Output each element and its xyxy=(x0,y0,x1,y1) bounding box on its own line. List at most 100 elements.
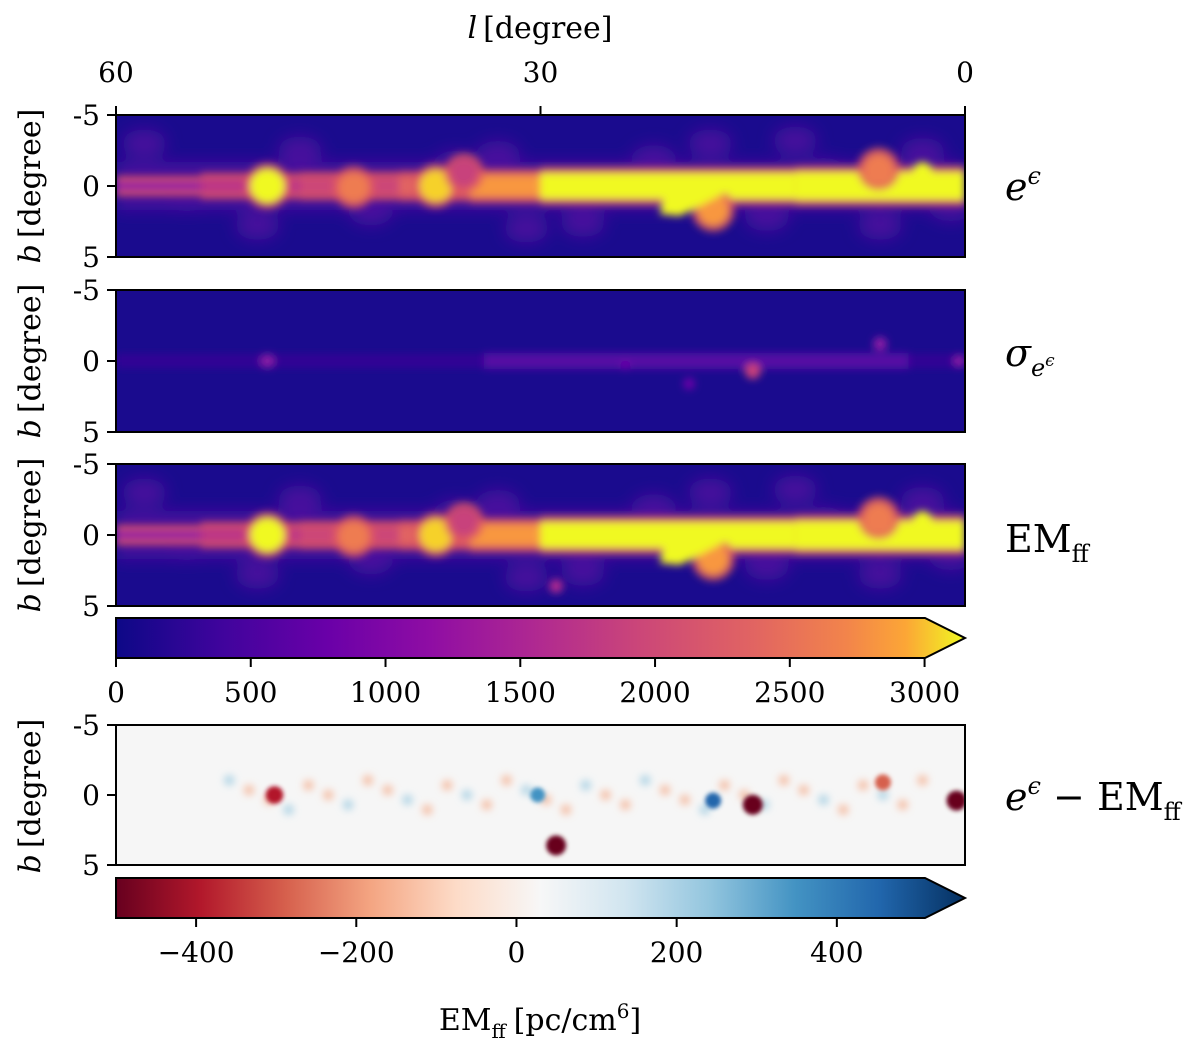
residual-pixel xyxy=(283,804,294,815)
band-segment xyxy=(469,524,541,546)
x-tick-label: 30 xyxy=(523,56,559,89)
band-segment xyxy=(469,175,541,197)
residual-source xyxy=(265,786,284,804)
band-segment xyxy=(540,522,682,548)
y-tick-label: 5 xyxy=(82,241,100,274)
x-tick-label: 60 xyxy=(98,56,134,89)
y-tick-label: -5 xyxy=(73,709,100,742)
panel-label: eϵ − EMff xyxy=(1005,772,1183,826)
emission-source xyxy=(419,518,452,552)
residual-pixel xyxy=(580,780,591,791)
diffuse-emission xyxy=(744,552,789,581)
colorbar-tick-label: 200 xyxy=(650,936,703,969)
diffuse-emission xyxy=(688,478,733,507)
y-axis-ticks: -5 0 5 xyxy=(73,99,116,274)
y-tick-label: 0 xyxy=(82,170,100,203)
galactic-plane-band xyxy=(116,147,965,232)
panel-label: σeϵ xyxy=(1005,331,1055,382)
residual-pixel xyxy=(224,775,235,786)
colorbar-tick-label: 1000 xyxy=(350,676,421,709)
diffuse-emission xyxy=(122,478,167,507)
y-axis-title: b[degree] xyxy=(13,109,48,264)
emission-source xyxy=(863,153,895,185)
panel-label: eϵ xyxy=(1005,162,1041,209)
diffuse-emission xyxy=(235,560,280,589)
residual-source xyxy=(530,787,546,803)
diffuse-emission xyxy=(744,203,789,232)
compact-source xyxy=(549,579,564,594)
difference-heatmap xyxy=(224,774,965,856)
residual-pixel xyxy=(600,790,611,800)
colorbar-ticks: 0 500 1000 1500 2000 2500 3000 xyxy=(107,658,960,709)
residual-pixel xyxy=(323,790,334,800)
rdbu-colorbar: −400 −200 0 200 400 EMff [pc/cm6] xyxy=(115,877,968,1043)
emission-source xyxy=(250,169,285,203)
y-tick-label: 5 xyxy=(82,849,100,882)
colorbar-ticks: −400 −200 0 200 400 xyxy=(158,918,864,969)
source-cap xyxy=(912,162,933,186)
emission-source xyxy=(419,169,452,203)
residual-pixel xyxy=(719,780,730,791)
emission-map-panel: -5 0 5 b[degree] eϵ xyxy=(13,99,1041,274)
residual-pixel xyxy=(481,799,492,810)
residual-pixel xyxy=(382,785,393,796)
diffuse-emission xyxy=(773,475,818,504)
y-tick-label: -5 xyxy=(73,274,100,307)
residual-pixel xyxy=(402,794,413,805)
uncertainty-spot xyxy=(744,362,761,379)
uncertainty-spot xyxy=(953,355,965,367)
panel-label: EMff xyxy=(1005,517,1091,568)
colorbar-tick-label: 0 xyxy=(508,936,526,969)
diffuse-emission xyxy=(504,214,549,243)
galactic-plane-band xyxy=(116,496,965,594)
emission-source xyxy=(450,508,479,537)
uncertainty-spot xyxy=(683,377,696,390)
colorbar-gradient xyxy=(115,617,968,659)
y-tick-label: -5 xyxy=(73,448,100,481)
y-axis-ticks: -5 0 5 xyxy=(73,448,116,623)
band-segment xyxy=(116,182,201,190)
colorbar-title: EMff [pc/cm6] xyxy=(439,999,641,1043)
colorbar-tick-label: −400 xyxy=(158,936,235,969)
diffuse-emission xyxy=(277,136,322,165)
residual-pixel xyxy=(442,780,453,791)
x-axis-title: l [degree] xyxy=(467,11,612,46)
residual-pixel xyxy=(343,799,354,810)
residual-pixel xyxy=(560,804,571,815)
y-tick-label: 0 xyxy=(82,779,100,812)
y-axis-ticks: -5 0 5 xyxy=(73,709,116,882)
y-tick-label: 5 xyxy=(82,416,100,449)
residual-pixel xyxy=(699,804,710,815)
residual-pixel xyxy=(798,785,809,796)
y-tick-label: -5 xyxy=(73,99,100,132)
y-axis-title: b[degree] xyxy=(13,284,48,439)
residual-source xyxy=(546,835,567,856)
emission-heatmap xyxy=(116,126,965,243)
emission-source xyxy=(450,159,479,188)
diffuse-emission xyxy=(900,486,945,515)
residual-pixel xyxy=(660,785,671,796)
uncertainty-spot xyxy=(873,336,888,351)
residual-pixel xyxy=(917,775,928,786)
residual-source xyxy=(705,792,722,809)
residual-pixel xyxy=(858,780,869,791)
diffuse-emission xyxy=(773,126,818,155)
x-axis-var: l xyxy=(467,11,477,46)
colorbar-gradient xyxy=(115,877,968,919)
residual-pixel xyxy=(838,804,849,815)
residual-source xyxy=(946,790,965,811)
y-tick-label: 0 xyxy=(82,345,100,378)
residual-pixel xyxy=(501,775,512,786)
diffuse-emission xyxy=(504,563,549,592)
residual-pixel xyxy=(303,780,314,791)
residual-pixel xyxy=(640,775,651,786)
residual-pixel xyxy=(897,799,908,810)
diffuse-emission xyxy=(476,140,521,169)
residual-pixel xyxy=(620,799,631,810)
residual-pixel xyxy=(679,794,690,805)
emff-heatmap xyxy=(116,475,965,594)
residual-pixel xyxy=(818,794,829,805)
diffuse-emission xyxy=(476,489,521,518)
y-axis-title: b[degree] xyxy=(13,719,48,874)
